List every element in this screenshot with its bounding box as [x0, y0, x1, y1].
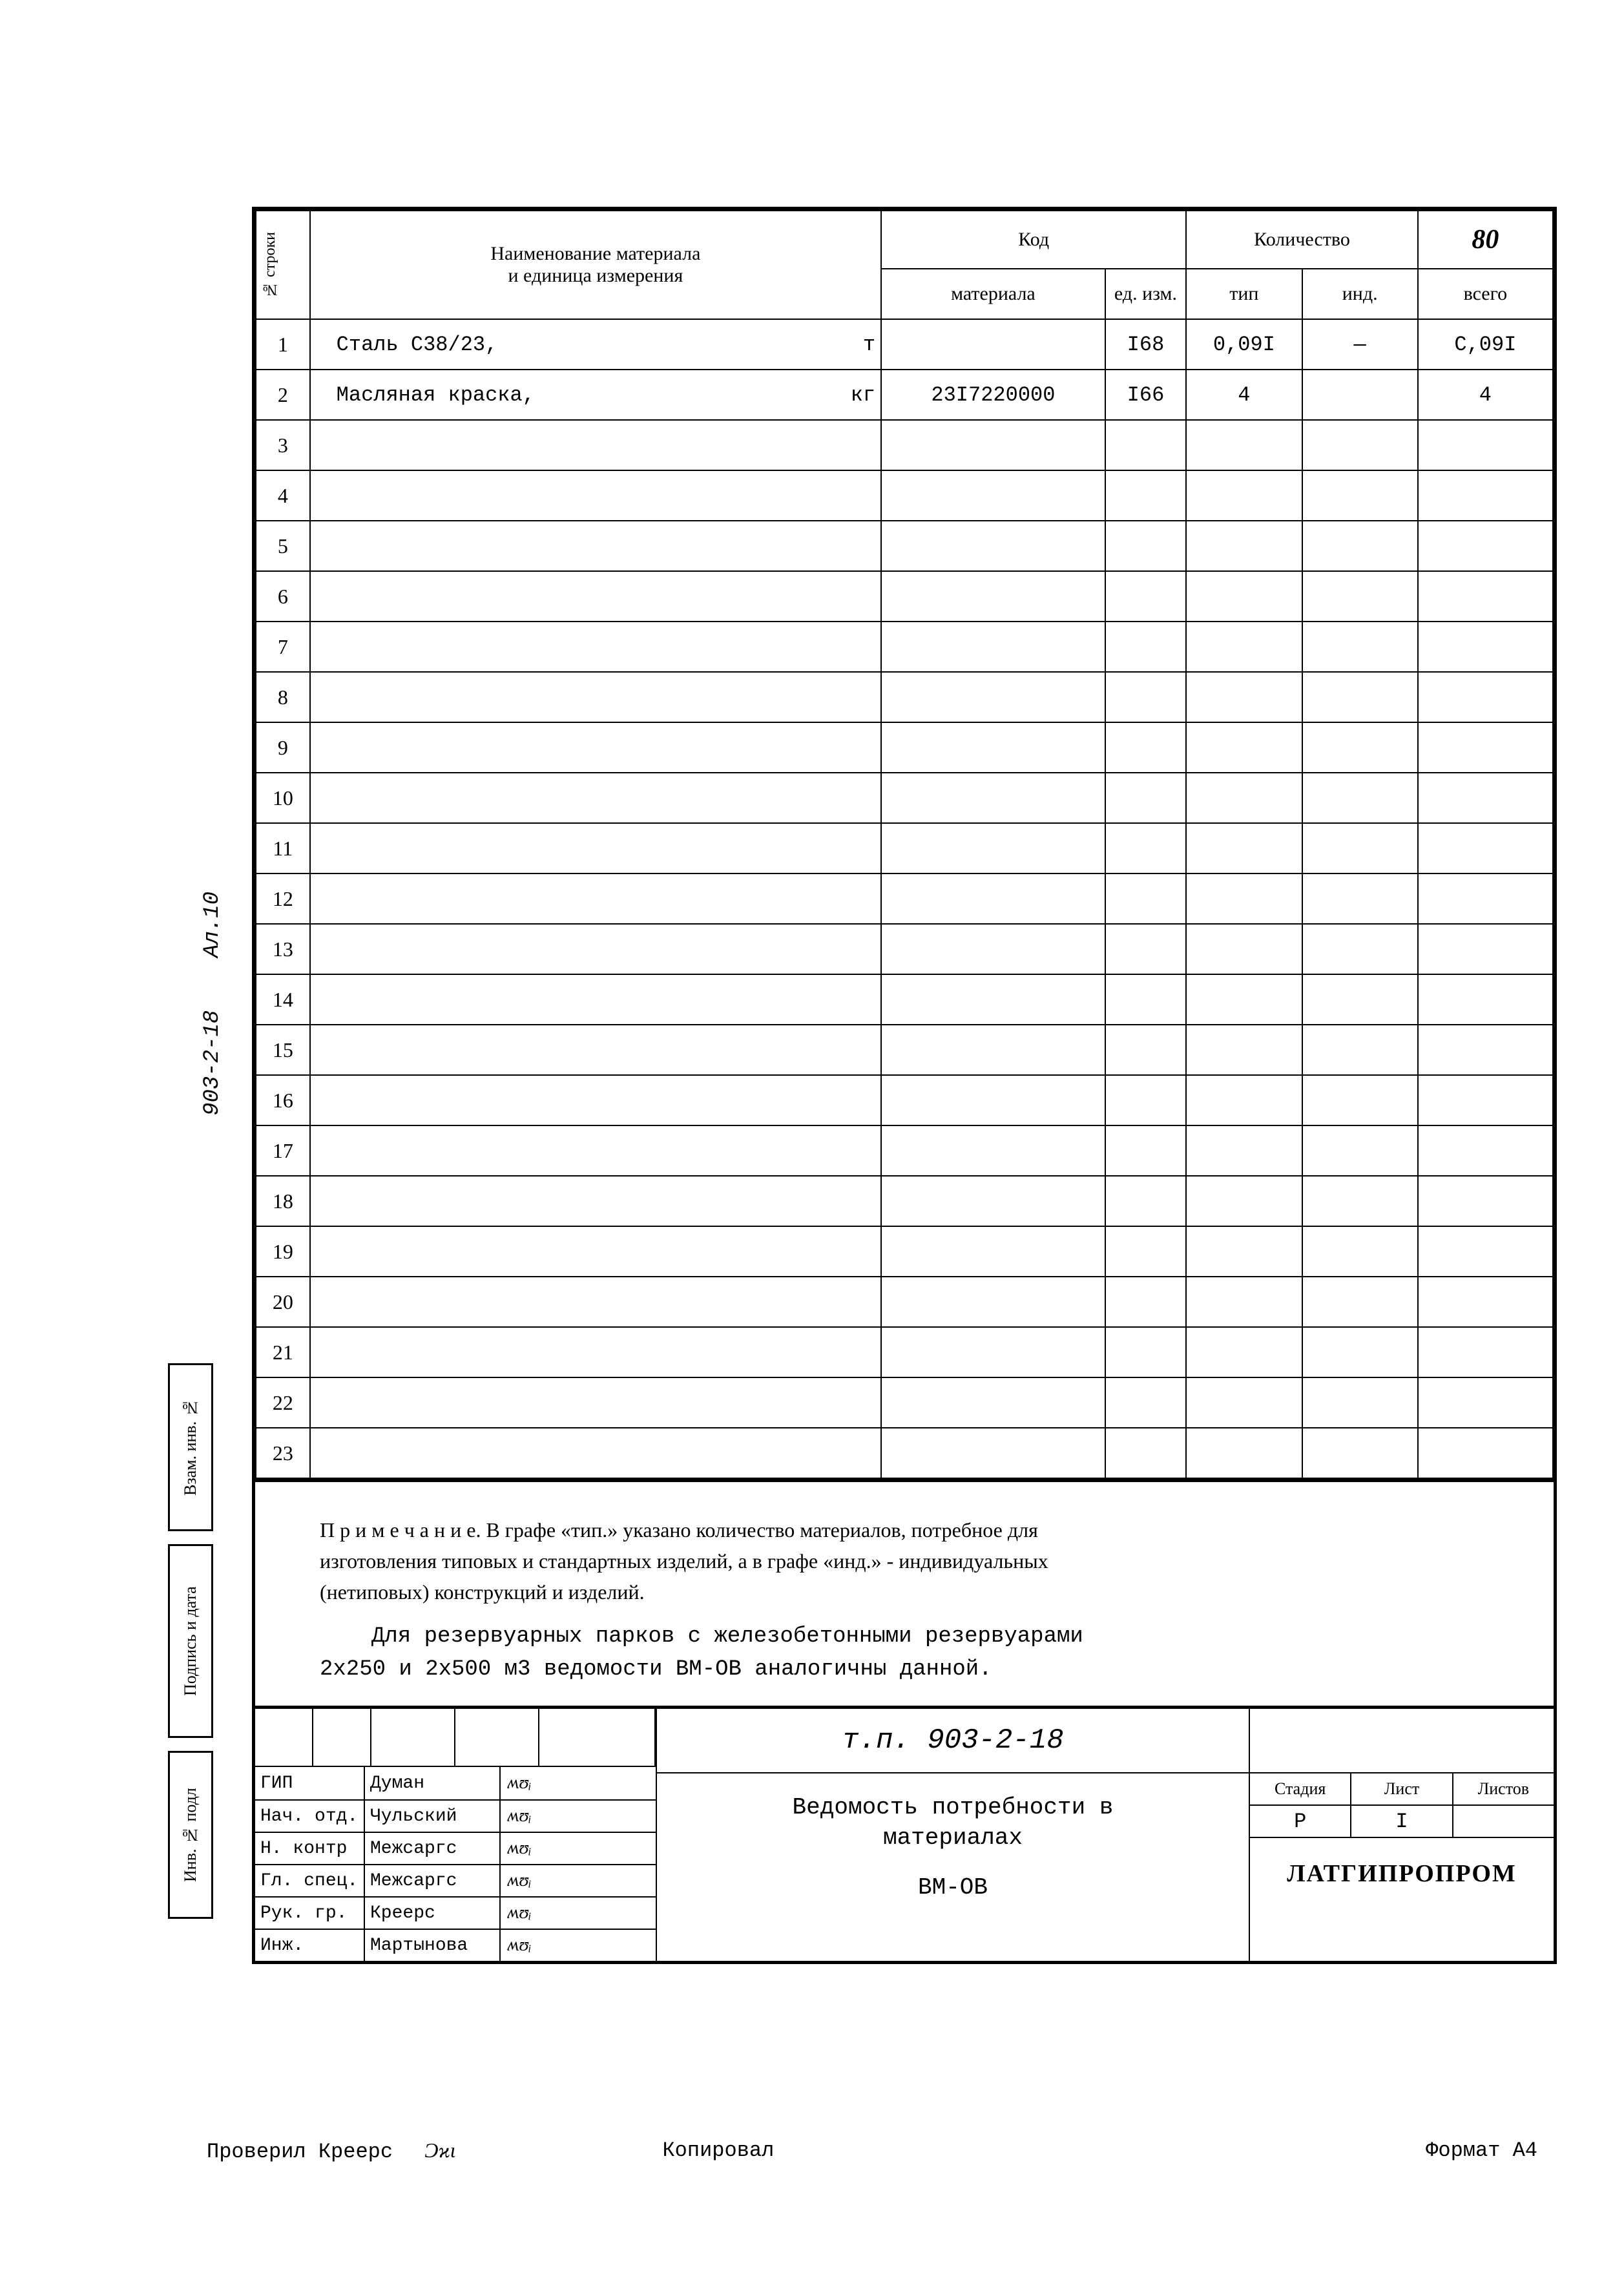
materials-table: № строки Наименование материала и единиц…	[255, 210, 1554, 1479]
hdr-tip: тип	[1186, 269, 1302, 319]
signatures-block: ГИПДуманʍʊᵢНач. отд.ЧульскийʍʊᵢН. контрМ…	[255, 1709, 656, 1961]
table-row: 6	[256, 571, 1553, 622]
footer-format: Формат А4	[1426, 2139, 1537, 2164]
table-row: 1Сталь С38/23,тI680,09I—С,09I	[256, 319, 1553, 370]
table-row: 4	[256, 470, 1553, 521]
val-stage: Р	[1250, 1806, 1350, 1837]
table-row: 17	[256, 1125, 1553, 1176]
signature-row: Инж.Мартыноваʍʊᵢ	[255, 1929, 656, 1961]
table-row: 22	[256, 1377, 1553, 1428]
table-row: 18	[256, 1176, 1553, 1226]
note-line: П р и м е ч а н и е. В графе «тип.» указ…	[320, 1514, 1515, 1545]
hdr-name: Наименование материала и единица измерен…	[310, 211, 881, 319]
hdr-rownum: № строки	[256, 211, 310, 319]
document-title: Ведомость потребности в материалах ВМ-ОВ	[657, 1773, 1249, 1922]
organization: ЛАТГИПРОПРОМ	[1250, 1838, 1554, 1909]
table-row: 2Масляная краска,кг23I7220000I6644	[256, 370, 1553, 420]
table-row: 13	[256, 924, 1553, 974]
signature-row: Н. контрМежсаргсʍʊᵢ	[255, 1832, 656, 1864]
notes-block: П р и м е ч а н и е. В графе «тип.» указ…	[255, 1479, 1554, 1706]
footer-copied: Копировал	[662, 2139, 774, 2164]
table-row: 16	[256, 1075, 1553, 1125]
hdr-total: всего	[1418, 269, 1553, 319]
hdr-pagenum: 80	[1418, 211, 1553, 269]
table-row: 5	[256, 521, 1553, 571]
signature-row: Рук. гр.Креерсʍʊᵢ	[255, 1896, 656, 1929]
table-row: 21	[256, 1327, 1553, 1377]
table-row: 14	[256, 974, 1553, 1025]
hdr-code: Код	[881, 211, 1186, 269]
title-block: ГИПДуманʍʊᵢНач. отд.ЧульскийʍʊᵢН. контрМ…	[255, 1706, 1554, 1961]
signature-row: Гл. спец.Межсаргсʍʊᵢ	[255, 1864, 656, 1896]
label-sheet: Лист	[1350, 1773, 1452, 1806]
val-sheets	[1452, 1806, 1554, 1837]
note-line: изготовления типовых и стандартных издел…	[320, 1545, 1515, 1576]
table-row: 19	[256, 1226, 1553, 1277]
table-row: 15	[256, 1025, 1553, 1075]
label-sheets: Листов	[1452, 1773, 1554, 1806]
hdr-matcode: материала	[881, 269, 1105, 319]
hdr-qty: Количество	[1186, 211, 1418, 269]
table-row: 10	[256, 773, 1553, 823]
side-stamp-podpis: Подпись и дата	[168, 1544, 213, 1738]
project-code: т.п. 903-2-18	[657, 1709, 1249, 1773]
note-line: 2х250 и 2х500 м3 ведомости ВМ-ОВ аналоги…	[320, 1653, 1515, 1686]
val-sheet: I	[1350, 1806, 1452, 1837]
note-line: Для резервуарных парков с железобетонным…	[320, 1620, 1515, 1653]
footer-checked: Проверил Креерс Ɔϰɩ	[207, 2139, 455, 2164]
footer-row: Проверил Креерс Ɔϰɩ Копировал Формат А4	[207, 2139, 1576, 2164]
signature-row: Нач. отд.Чульскийʍʊᵢ	[255, 1799, 656, 1832]
table-row: 8	[256, 672, 1553, 722]
document-page: 903-2-18 Ал.10 Взам. инв. № Подпись и да…	[39, 52, 1585, 2228]
side-stamp-vzam: Взам. инв. №	[168, 1363, 213, 1531]
hdr-ind: инд.	[1302, 269, 1418, 319]
table-row: 9	[256, 722, 1553, 773]
table-row: 20	[256, 1277, 1553, 1327]
table-row: 7	[256, 622, 1553, 672]
main-frame: № строки Наименование материала и единиц…	[252, 207, 1557, 1964]
stage-sheet-block: Стадия Лист Листов Р I ЛАТГИПРОПРОМ	[1250, 1709, 1554, 1961]
side-stamp-inv: Инв. № подл	[168, 1751, 213, 1919]
hdr-unitcode: ед. изм.	[1105, 269, 1187, 319]
table-row: 11	[256, 823, 1553, 873]
signature-row: ГИПДуманʍʊᵢ	[255, 1767, 656, 1799]
table-row: 3	[256, 420, 1553, 470]
note-line: (нетиповых) конструкций и изделий.	[320, 1576, 1515, 1607]
label-stage: Стадия	[1250, 1773, 1350, 1806]
side-project-code: 903-2-18 Ал.10	[200, 892, 225, 1116]
table-row: 12	[256, 873, 1553, 924]
table-row: 23	[256, 1428, 1553, 1478]
